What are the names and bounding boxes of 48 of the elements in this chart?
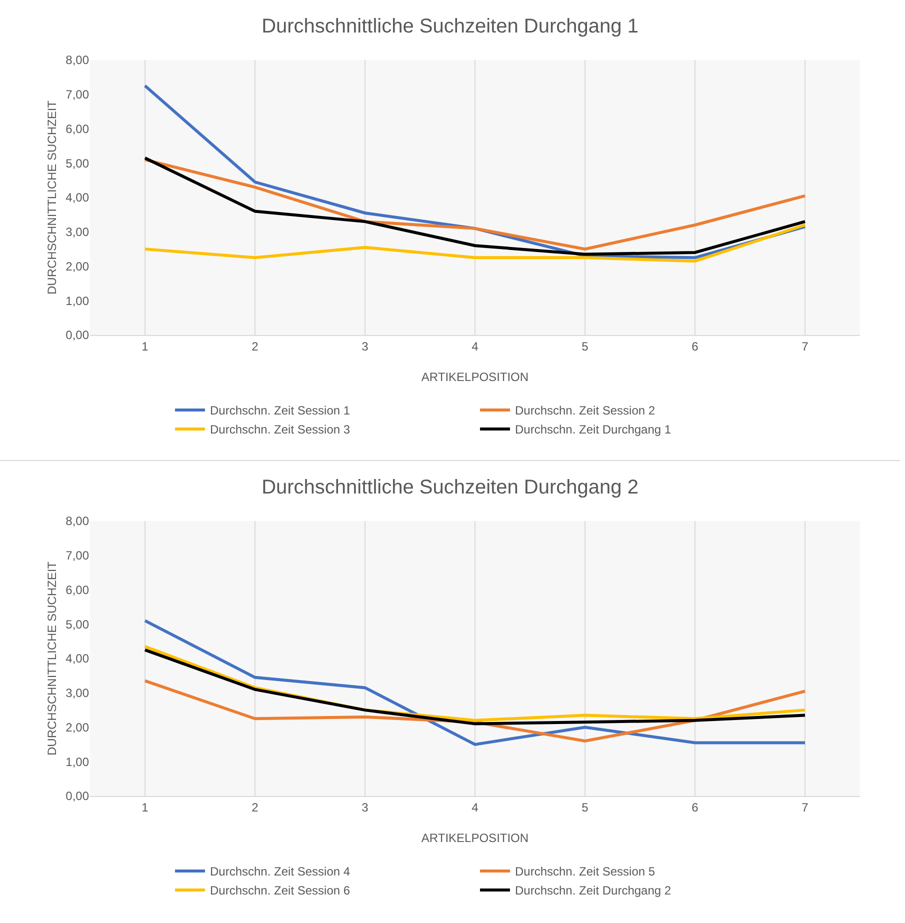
y-tick-label: 2,00 [66,720,90,734]
legend-label: Durchschn. Zeit Durchgang 1 [515,422,672,437]
x-tick-label: 2 [252,339,259,354]
x-tick-label: 7 [802,800,809,814]
x-tick-label: 1 [142,800,149,814]
x-tick-label: 2 [252,800,259,814]
y-axis-title: DURCHSCHNITTLICHE SUCHZEIT [45,100,59,295]
y-tick-label: 1,00 [66,754,90,769]
x-tick-label: 5 [582,800,589,814]
y-tick-label: 0,00 [66,328,90,342]
legend-label: Durchschn. Zeit Durchgang 2 [515,884,672,898]
x-tick-label: 4 [472,339,479,354]
legend-label: Durchschn. Zeit Session 1 [210,404,350,418]
x-tick-label: 4 [472,800,479,814]
y-tick-label: 7,00 [66,548,90,563]
legend-label: Durchschn. Zeit Session 2 [515,404,656,418]
x-tick-label: 3 [362,339,369,354]
y-tick-label: 4,00 [66,190,90,205]
y-tick-label: 0,00 [66,789,90,804]
chart-title: Durchschnittliche Suchzeiten Durchgang 1 [262,15,638,38]
legend-label: Durchschn. Zeit Session 4 [210,864,350,879]
y-tick-label: 8,00 [66,514,90,528]
x-tick-label: 6 [692,800,699,814]
line-series [144,224,806,263]
x-tick-label: 6 [692,339,699,354]
x-tick-label: 3 [362,800,369,814]
y-tick-label: 3,00 [66,686,90,700]
y-tick-label: 1,00 [66,294,90,308]
y-tick-label: 6,00 [66,582,90,597]
x-axis-title: ARTIKELPOSITION [421,370,529,384]
line-series [144,619,806,746]
x-tick-label: 1 [142,339,149,354]
x-axis-title: ARTIKELPOSITION [421,831,529,845]
y-tick-label: 6,00 [66,122,90,136]
y-axis-title: DURCHSCHNITTLICHE SUCHZEIT [45,560,59,756]
y-tick-label: 4,00 [66,652,90,666]
x-tick-label: 5 [582,339,589,354]
y-tick-label: 7,00 [66,88,90,102]
legend-label: Durchschn. Zeit Session 5 [515,864,656,879]
x-tick-label: 7 [802,339,809,354]
y-tick-label: 5,00 [66,156,90,170]
y-tick-label: 5,00 [66,617,90,632]
legend-label: Durchschn. Zeit Session 6 [210,884,350,898]
y-tick-label: 3,00 [66,225,90,240]
legend-label: Durchschn. Zeit Session 3 [210,422,350,437]
chart-title: Durchschnittliche Suchzeiten Durchgang 2 [262,476,638,498]
y-tick-label: 8,00 [66,53,90,68]
y-tick-label: 2,00 [66,259,90,274]
